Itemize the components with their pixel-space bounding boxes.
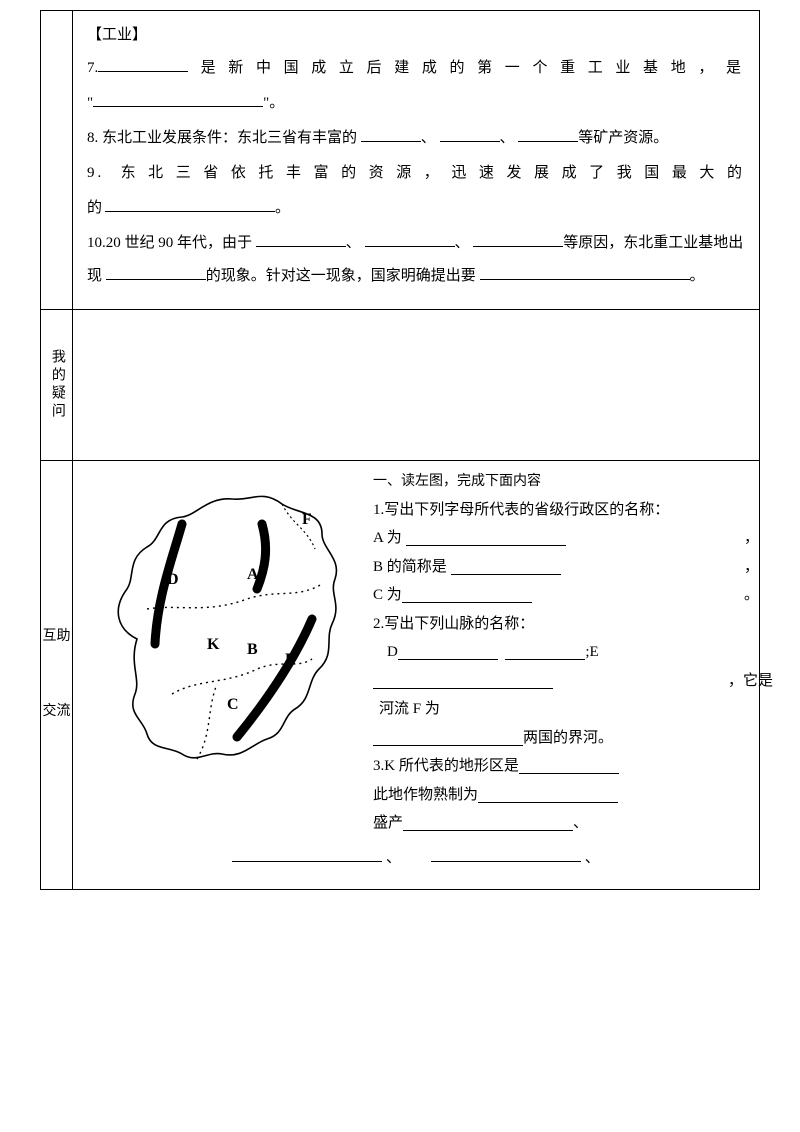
q10-blank4 — [106, 265, 206, 280]
ex-q3c-blank3 — [431, 847, 581, 862]
q8-blank1 — [361, 127, 421, 142]
svg-text:A: A — [247, 566, 259, 583]
q7-quote-close: "。 — [263, 95, 284, 111]
ex-q3c-sep2: 、 — [386, 850, 401, 866]
ex-q2d-pre: D — [387, 644, 398, 660]
q8: 8. 东北工业发展条件：东北三省有丰富的 、 、 等矿产资源。 — [87, 122, 745, 155]
exchange-label1: 互助 — [43, 629, 71, 646]
ex-intro: 一、读左图，完成下面内容 — [373, 469, 745, 496]
q9-line1: 9. 东北三省依托丰富的资源，迅速发展成了我国最大的 — [87, 157, 745, 190]
q8-blank2 — [440, 127, 500, 142]
ex-q2f: 河流 F 为 — [373, 695, 745, 724]
q7-blank2 — [93, 92, 263, 107]
q9-blank — [105, 197, 275, 212]
ex-q2f-pre: 河流 F 为 — [379, 701, 440, 717]
ex-q2d-blank1 — [398, 645, 498, 660]
ex-q2d-post: ;E — [585, 644, 598, 660]
exchange-label2: 交流 — [43, 704, 71, 721]
q9-period: 。 — [275, 200, 290, 216]
ex-q3c-text: 盛产 — [373, 815, 403, 831]
q8-text1: 8. 东北工业发展条件：东北三省有丰富的 — [87, 130, 357, 146]
row1-sidebar — [41, 11, 73, 309]
my-questions-sidebar: 我的疑问 — [41, 310, 73, 460]
ex-q1a-blank — [406, 531, 566, 546]
q8-sep2: 、 — [500, 130, 515, 146]
ex-q2d: D ;E — [373, 638, 745, 667]
q10: 10.20 世纪 90 年代，由于 、 、 等原因，东北重工业基地出现 的现象。… — [87, 227, 745, 293]
ex-q1a-pre: A 为 — [373, 530, 402, 546]
industry-title: 【工业】 — [87, 19, 745, 52]
ex-q2f2: 两国的界河。 — [373, 724, 745, 753]
ex-q3c-line2: 、 、 — [87, 842, 745, 875]
ex-q2f-post: 两国的界河。 — [523, 730, 613, 746]
ex-q3b-blank — [478, 788, 618, 803]
ex-q1c-post: 。 — [744, 581, 759, 610]
ex-q2e-post: ，它是 — [728, 667, 773, 696]
q9-line2: 的。 — [87, 192, 745, 225]
ex-q2e: ，它是 — [373, 667, 745, 696]
ex-q3b-text: 此地作物熟制为 — [373, 787, 478, 803]
q7-line1: 7. 是新中国成立后建成的第一个重工业基地，是 — [87, 52, 745, 85]
ex-q3a-text: 3.K 所代表的地形区是 — [373, 758, 519, 774]
ex-q2f-blank — [373, 731, 523, 746]
ex-q3c-blank2 — [232, 847, 382, 862]
ex-q1: 1.写出下列字母所代表的省级行政区的名称： — [373, 496, 745, 525]
ex-q3c: 盛产 、 — [373, 809, 745, 838]
ex-q3a: 3.K 所代表的地形区是 — [373, 752, 745, 781]
my-questions-label: 我的疑问 — [41, 349, 72, 421]
svg-text:E: E — [285, 651, 296, 668]
ex-q2: 2.写出下列山脉的名称： — [373, 610, 745, 639]
ex-q3b: 此地作物熟制为 — [373, 781, 745, 810]
q10-text1: 10.20 世纪 90 年代，由于 — [87, 235, 252, 251]
ex-q3c-sep3: 、 — [585, 850, 600, 866]
ex-q2d-blank2 — [505, 645, 585, 660]
svg-text:K: K — [207, 636, 220, 653]
q7-text1: 是新中国成立后建成的第一个重工业基地，是 — [201, 60, 745, 76]
exchange-content: A B C D E F K 一、读左图，完成下面内容 1.写出下列字母所代表的省… — [73, 461, 759, 889]
ex-q1b-pre: B 的简称是 — [373, 559, 447, 575]
ex-q3c-sep: 、 — [573, 815, 588, 831]
q8-blank3 — [518, 127, 578, 142]
svg-text:D: D — [167, 571, 179, 588]
q10-blank1 — [256, 232, 346, 247]
svg-text:C: C — [227, 696, 239, 713]
q8-text2: 等矿产资源。 — [578, 130, 668, 146]
northeast-china-map: A B C D E F K — [87, 469, 367, 779]
q7-blank1 — [98, 57, 188, 72]
svg-text:F: F — [302, 511, 312, 528]
exchange-sidebar: 互助 交流 — [41, 461, 73, 889]
ex-q1a: A 为 ， — [373, 524, 745, 553]
q10-sep2: 、 — [455, 235, 470, 251]
q10-sep1: 、 — [346, 235, 361, 251]
svg-text:B: B — [247, 641, 258, 658]
section-industry: 【工业】 7. 是新中国成立后建成的第一个重工业基地，是 ""。 8. 东北工业… — [73, 11, 759, 309]
q7-line2: ""。 — [87, 87, 745, 120]
q10-blank3 — [473, 232, 563, 247]
q10-period: 。 — [690, 268, 705, 284]
ex-q2e-blank — [373, 674, 553, 689]
ex-q1c-pre: C 为 — [373, 587, 402, 603]
ex-q1b: B 的简称是 ， — [373, 553, 745, 582]
q9-text1: 9. 东北三省依托丰富的资源，迅速发展成了我国最大的 — [87, 165, 745, 181]
ex-q1c: C 为 。 — [373, 581, 745, 610]
my-questions-area — [73, 310, 759, 460]
ex-q1b-post: ， — [744, 553, 759, 582]
ex-q1a-post: ， — [744, 524, 759, 553]
q10-text3: 的现象。针对这一现象，国家明确提出要 — [206, 268, 476, 284]
ex-q1c-blank — [402, 588, 532, 603]
ex-q3a-blank — [519, 759, 619, 774]
q7-num: 7. — [87, 60, 98, 76]
q10-blank5 — [480, 265, 690, 280]
q8-sep1: 、 — [421, 130, 436, 146]
q10-blank2 — [365, 232, 455, 247]
ex-q3c-blank1 — [403, 816, 573, 831]
ex-q1b-blank — [451, 560, 561, 575]
